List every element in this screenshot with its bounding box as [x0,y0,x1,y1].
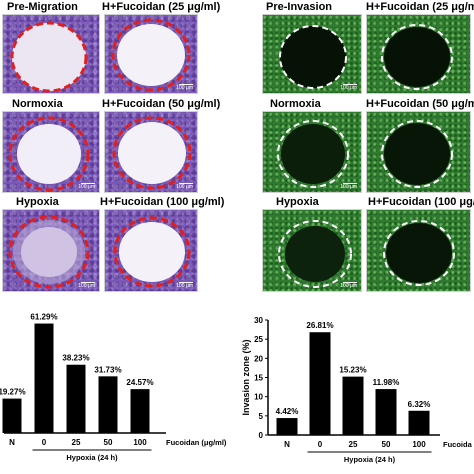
x-extra-label: Fucoida [443,440,473,449]
micrograph-pre-migration [2,14,100,94]
scale-bar [179,183,193,184]
label-migration-f100: H+Fucoidan (100 μg/ml) [100,196,225,208]
bar-data-label: 38.23% [62,354,89,363]
x-tick-label: 25 [72,438,81,447]
bar-25 [342,376,364,435]
label-invasion-f25: H+Fucoidan (25 μg/ml [366,1,474,13]
x-tick-label: 25 [349,440,358,449]
y-tick-label: 20 [254,354,263,363]
x-tick-label: 0 [318,440,323,449]
y-tick-label: 25 [254,335,263,344]
scale-bar [343,84,357,85]
label-invasion-hypoxia: Hypoxia [276,196,319,208]
micrograph-invasion-f25 [366,14,471,94]
label-migration-f25: H+Fucoidan (25 μg/ml) [102,1,221,13]
micrograph-invasion-f100 [366,209,471,292]
micrograph-invasion-normoxia: 100 μm [262,111,362,193]
scale-bar-label: 100 μm [340,85,357,91]
micrograph-migration-hypoxia: 100 μm [2,209,100,292]
micrograph-migration-normoxia: 100 μm [2,111,100,193]
micrograph-migration-f50: 100 μm [104,111,198,193]
label-migration-f50: H+Fucoidan (50 μg/ml) [102,98,221,110]
bar-50 [98,376,118,433]
x-tick-label: 100 [412,440,426,449]
micrograph-migration-f100: 100 μm [104,209,198,292]
scale-bar-label: 100 μm [176,85,193,91]
bar-100 [408,410,430,435]
bar-N [2,398,22,433]
scale-bar [179,84,193,85]
micrograph-invasion-hypoxia: 100 μm [262,209,362,292]
x-tick-label: 50 [104,438,113,447]
x-group-label: Hypoxia (24 h) [344,455,396,464]
bar-0 [309,332,331,435]
scale-bar [179,282,193,283]
label-migration-hypoxia: Hypoxia [16,196,59,208]
y-tick-label: 5 [259,412,264,421]
scale-bar-label: 100 μm [78,283,95,289]
label-invasion-normoxia: Normoxia [270,98,321,110]
label-pre-invasion: Pre-Invasion [266,1,333,13]
label-migration-normoxia: Normoxia [12,98,63,110]
micrograph-invasion-f50 [366,111,471,193]
micrograph-migration-f25: 100 μm [104,14,198,94]
label-pre-migration: Pre-Migration [7,1,78,13]
bar-data-label: 6.32% [408,400,431,409]
scale-bar [81,183,95,184]
bar-data-label: 26.81% [306,321,333,330]
bar-25 [66,364,86,433]
bar-data-label: 31.73% [94,365,121,374]
scale-bar [343,282,357,283]
bar-100 [130,389,150,433]
scale-bar [343,183,357,184]
x-tick-label: 100 [133,438,147,447]
x-group-label: Hypoxia (24 h) [66,453,118,462]
x-extra-label: Fucoidan (μg/ml) [166,438,227,447]
bar-data-label: 11.98% [373,378,400,387]
bar-data-label: 15.23% [339,366,366,375]
y-tick-label: 15 [254,374,263,383]
bar-N [276,418,298,435]
scale-bar-label: 100 μm [78,184,95,190]
label-invasion-f50: H+Fucoidan (50 μg/ml [366,98,474,110]
bar-data-label: 61.29% [30,313,57,322]
scale-bar-label: 100 μm [176,283,193,289]
migration-bar-chart: 19.27% N 61.29% 0 38.23% 25 31.73% 50 24.57% 100 F… [0,313,227,462]
y-tick-label: 0 [259,431,264,440]
scale-bar [81,282,95,283]
scale-bar-label: 100 μm [176,184,193,190]
scale-bar-label: 100 μm [340,184,357,190]
x-tick-label: N [9,438,15,447]
x-tick-label: 0 [42,438,47,447]
bar-data-label: 24.57% [126,378,153,387]
scale-bar-label: 100 μm [340,283,357,289]
x-tick-label: N [284,440,290,449]
label-invasion-f100: H+Fucoidan (100 μg/ml [368,196,474,208]
bar-data-label: 4.42% [276,407,299,416]
y-tick-label: 10 [254,393,263,402]
bar-0 [34,323,54,433]
bar-50 [375,389,397,435]
micrograph-pre-invasion: 100 μm [262,14,362,94]
y-axis-label: Invasion zone (%) [241,339,251,415]
y-tick-label: 30 [254,316,263,325]
invasion-bar-chart: 0 5 10 15 20 25 30 Invasion zone (%) 4.42% N 26.81… [241,316,473,464]
bar-data-label: 19.27% [0,388,26,397]
x-tick-label: 50 [382,440,391,449]
